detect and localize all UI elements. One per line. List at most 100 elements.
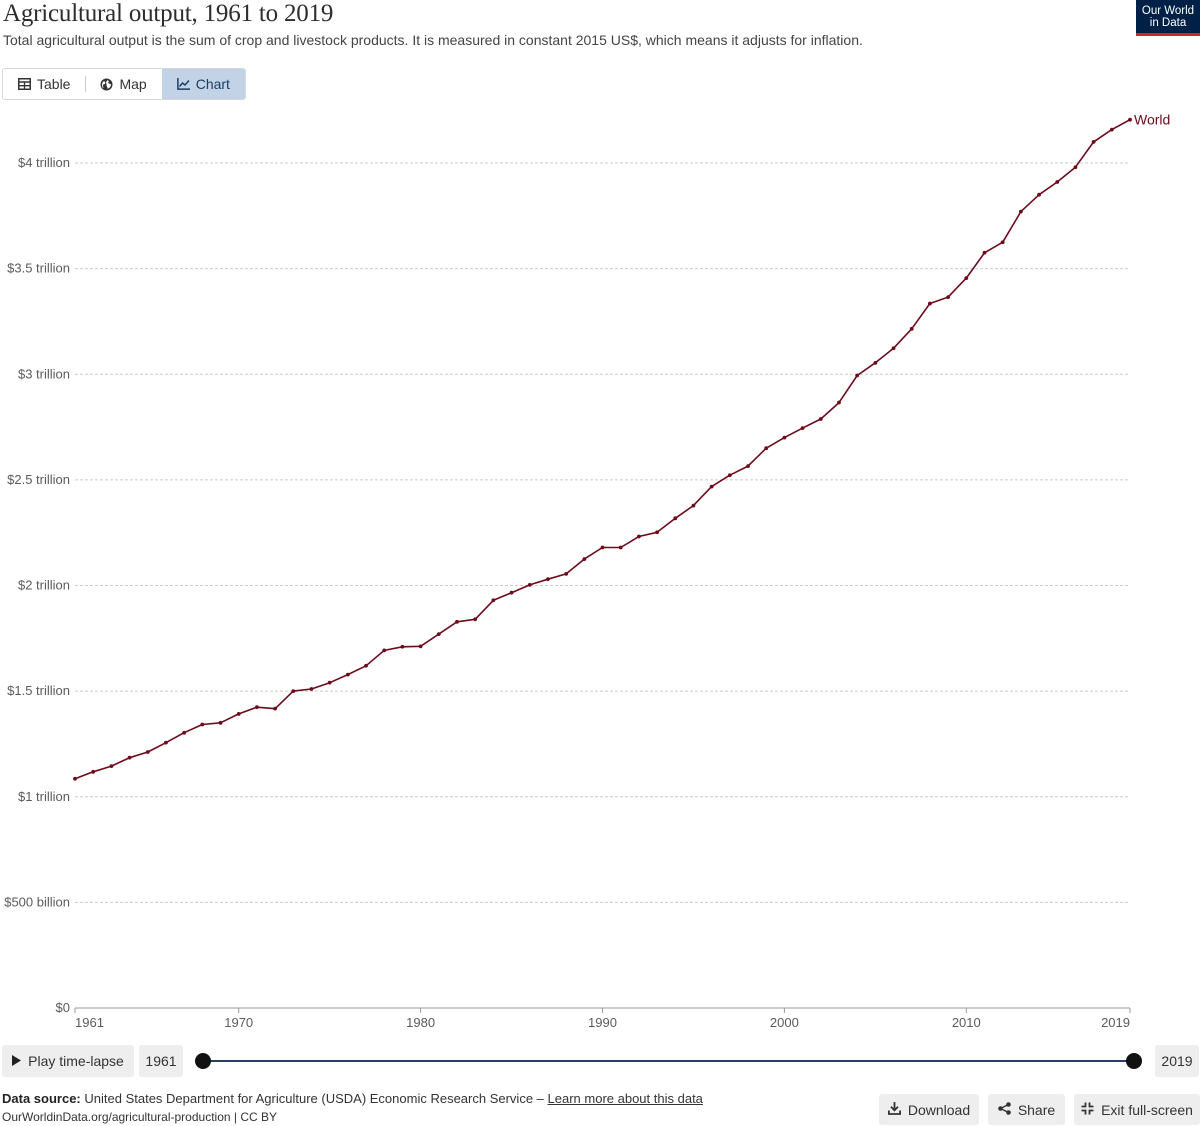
data-point[interactable]	[473, 617, 478, 622]
data-point[interactable]	[582, 557, 587, 561]
timeline-end-handle[interactable]	[1126, 1053, 1142, 1069]
data-point[interactable]	[109, 764, 114, 769]
data-point[interactable]	[327, 680, 332, 685]
x-tick-label: 1990	[588, 1015, 617, 1030]
data-point[interactable]	[291, 689, 296, 694]
data-point[interactable]	[364, 663, 368, 668]
data-point[interactable]	[873, 360, 878, 365]
data-point[interactable]	[600, 545, 605, 550]
data-point[interactable]	[746, 464, 750, 469]
data-point[interactable]	[254, 705, 259, 710]
data-source-text: United States Department for Agriculture…	[84, 1091, 544, 1106]
data-source-line: Data source: United States Department fo…	[2, 1090, 703, 1108]
data-point[interactable]	[1000, 240, 1005, 245]
y-tick-label: $4 trillion	[18, 155, 70, 170]
timeline-start-year[interactable]: 1961	[139, 1045, 183, 1077]
data-point[interactable]	[782, 435, 787, 440]
data-point[interactable]	[709, 484, 714, 489]
data-point[interactable]	[564, 571, 569, 576]
y-tick-label: $3 trillion	[18, 366, 70, 381]
series-line-world[interactable]	[74, 118, 1131, 780]
data-point[interactable]	[182, 730, 187, 735]
y-axis: $0 $500 billion $1 trillion $1.5 trillion $2…	[4, 155, 70, 1015]
timeline-slider-track[interactable]	[203, 1060, 1134, 1062]
y-tick-label: $0	[56, 1000, 70, 1015]
play-timelapse-button[interactable]: Play time-lapse	[2, 1045, 134, 1077]
data-point[interactable]	[345, 672, 350, 677]
data-point[interactable]	[382, 648, 387, 653]
x-axis: 1961 1970 1980 1990 2000 2010 2019	[74, 1007, 1131, 1030]
chart-url-license[interactable]: OurWorldinData.org/agricultural-producti…	[2, 1110, 278, 1124]
data-point[interactable]	[1091, 139, 1096, 144]
share-label: Share	[1017, 1101, 1056, 1118]
data-point[interactable]	[400, 644, 405, 649]
timeline-start-handle[interactable]	[195, 1053, 211, 1069]
data-point[interactable]	[636, 534, 641, 539]
download-button[interactable]: Download	[879, 1094, 979, 1125]
data-point[interactable]	[946, 295, 951, 300]
data-point[interactable]	[127, 755, 132, 760]
data-point[interactable]	[764, 446, 769, 451]
logo-line-1: Our World	[1141, 5, 1195, 17]
table-icon	[18, 78, 31, 90]
data-point[interactable]	[800, 426, 805, 431]
series-group: World	[73, 112, 1170, 781]
chart-title: Agricultural output, 1961 to 2019	[3, 0, 334, 27]
data-point[interactable]	[73, 776, 77, 781]
data-point[interactable]	[964, 276, 969, 281]
data-point[interactable]	[691, 503, 696, 508]
data-point[interactable]	[1128, 117, 1132, 122]
data-point[interactable]	[491, 598, 496, 603]
data-point[interactable]	[618, 545, 623, 550]
series-label-world[interactable]: World	[1134, 112, 1170, 128]
data-point[interactable]	[855, 373, 860, 378]
data-point[interactable]	[673, 516, 678, 521]
data-point[interactable]	[164, 740, 168, 745]
y-tick-label: $500 billion	[4, 894, 70, 909]
x-tick-label: 2010	[952, 1015, 981, 1030]
data-point[interactable]	[818, 417, 823, 421]
data-point[interactable]	[418, 644, 423, 649]
data-point[interactable]	[982, 250, 987, 255]
data-point[interactable]	[527, 582, 532, 587]
data-point[interactable]	[455, 619, 459, 624]
data-point[interactable]	[928, 301, 932, 306]
y-tick-label: $3.5 trillion	[7, 261, 70, 276]
compress-icon	[1081, 1102, 1094, 1118]
data-point[interactable]	[891, 346, 896, 351]
tab-table[interactable]: Table	[3, 69, 85, 99]
globe-icon	[100, 78, 113, 91]
data-point[interactable]	[200, 722, 205, 727]
exit-fullscreen-button[interactable]: Exit full-screen	[1074, 1094, 1200, 1125]
data-point[interactable]	[236, 712, 241, 716]
data-point[interactable]	[727, 473, 732, 478]
data-point[interactable]	[436, 632, 441, 636]
tab-map-label: Map	[119, 76, 147, 92]
data-point[interactable]	[1037, 192, 1041, 197]
data-point[interactable]	[1018, 209, 1023, 214]
data-point[interactable]	[909, 326, 914, 331]
data-source-label: Data source:	[2, 1091, 81, 1106]
learn-more-link[interactable]: Learn more about this data	[547, 1091, 703, 1106]
data-point[interactable]	[218, 720, 223, 725]
data-point[interactable]	[1055, 180, 1060, 184]
timeline-end-year[interactable]: 2019	[1155, 1045, 1199, 1077]
data-point[interactable]	[1109, 127, 1114, 132]
data-point[interactable]	[655, 530, 659, 535]
data-point[interactable]	[273, 706, 277, 711]
data-point[interactable]	[1073, 165, 1078, 170]
data-point[interactable]	[546, 577, 550, 582]
y-tick-label: $2.5 trillion	[7, 472, 70, 487]
tab-map[interactable]: Map	[85, 69, 161, 99]
share-button[interactable]: Share	[988, 1094, 1065, 1125]
data-point[interactable]	[91, 769, 96, 774]
owid-logo[interactable]: Our World in Data	[1136, 0, 1200, 36]
y-tick-label: $1.5 trillion	[7, 683, 70, 698]
data-point[interactable]	[309, 687, 314, 691]
play-timelapse-label: Play time-lapse	[28, 1053, 124, 1069]
data-point[interactable]	[509, 590, 514, 595]
data-point[interactable]	[145, 750, 150, 754]
data-point[interactable]	[837, 400, 841, 405]
chart-footer: Data source: United States Department fo…	[2, 1090, 703, 1126]
tab-chart[interactable]: Chart	[161, 69, 245, 99]
